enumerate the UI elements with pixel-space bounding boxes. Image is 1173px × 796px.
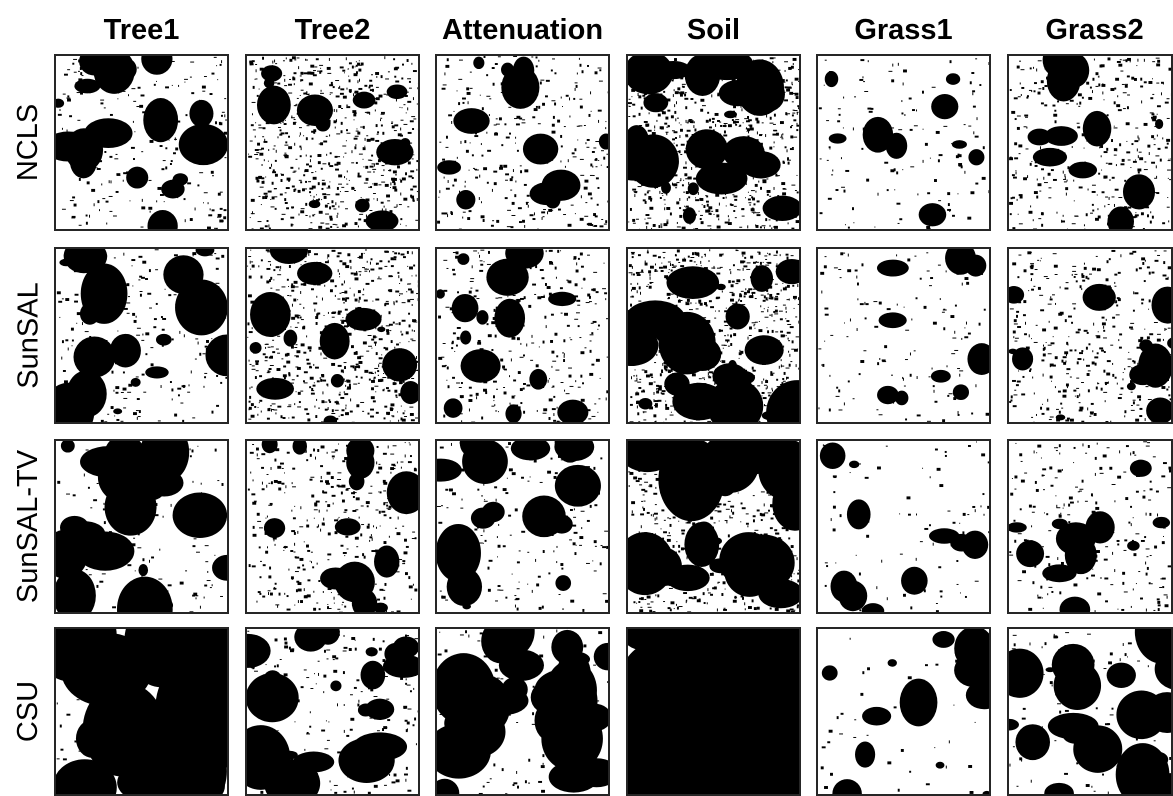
abundance-map-image <box>818 58 989 229</box>
row-label-sunsal: SunSAL <box>12 247 45 424</box>
panel-sunsal-tree2 <box>245 247 420 424</box>
panel-sunsal-tv-grass1 <box>816 439 991 614</box>
row-label-csu: CSU <box>12 627 45 796</box>
abundance-map-image <box>247 629 418 794</box>
panel-ncls-grass1 <box>816 54 991 231</box>
panel-sunsal-tv-grass2 <box>1007 439 1173 614</box>
panel-csu-tree1 <box>54 627 229 796</box>
abundance-map-image <box>820 629 989 794</box>
abundance-map-image <box>437 56 608 229</box>
panel-csu-grass1 <box>816 627 991 796</box>
panel-sunsal-tv-soil <box>626 439 801 614</box>
abundance-map-image <box>1009 249 1171 422</box>
column-title-tree2: Tree2 <box>294 14 371 46</box>
column-title-tree1: Tree1 <box>103 14 180 46</box>
panel-sunsal-grass2 <box>1007 247 1173 424</box>
panel-csu-tree2 <box>245 627 420 796</box>
abundance-map-image <box>56 249 227 422</box>
row-label-text: NCLS <box>12 103 45 182</box>
column-title-grass1: Grass1 <box>854 14 953 46</box>
abundance-map-image <box>1009 441 1171 612</box>
abundance-map-image <box>437 629 608 794</box>
row-label-text: CSU <box>12 680 45 743</box>
panel-sunsal-tv-attenuation <box>435 439 610 614</box>
abundance-map-image <box>56 441 227 612</box>
panel-ncls-soil <box>626 54 801 231</box>
abundance-map-image <box>1009 629 1171 794</box>
panel-csu-grass2 <box>1007 627 1173 796</box>
row-label-text: SunSAL <box>12 282 45 389</box>
abundance-map-image <box>818 249 989 422</box>
abundance-map-image <box>1009 56 1171 229</box>
panel-ncls-tree1 <box>54 54 229 231</box>
panel-sunsal-tree1 <box>54 247 229 424</box>
abundance-map-image <box>437 249 608 422</box>
abundance-map-image <box>819 441 989 612</box>
abundance-map-image <box>56 56 227 229</box>
abundance-map-image <box>248 56 418 229</box>
panel-sunsal-grass1 <box>816 247 991 424</box>
panel-sunsal-attenuation <box>435 247 610 424</box>
panel-csu-attenuation <box>435 627 610 796</box>
abundance-map-image <box>247 249 418 422</box>
abundance-map-image <box>247 441 418 612</box>
panel-sunsal-tv-tree1 <box>54 439 229 614</box>
abundance-map-image <box>628 629 799 794</box>
row-label-text: SunSAL-TV <box>12 449 45 604</box>
panel-sunsal-tv-tree2 <box>245 439 420 614</box>
panel-csu-soil <box>626 627 801 796</box>
panel-ncls-grass2 <box>1007 54 1173 231</box>
column-title-grass2: Grass2 <box>1045 14 1144 46</box>
row-label-ncls: NCLS <box>12 54 45 231</box>
abundance-map-image <box>628 56 799 229</box>
panel-sunsal-soil <box>626 247 801 424</box>
abundance-map-image <box>628 249 799 422</box>
abundance-map-image <box>56 629 227 794</box>
column-title-soil: Soil <box>686 14 741 46</box>
abundance-map-image <box>628 441 799 612</box>
panel-ncls-attenuation <box>435 54 610 231</box>
row-label-sunsal-tv: SunSAL-TV <box>12 439 45 614</box>
abundance-map-image <box>437 441 608 612</box>
panel-ncls-tree2 <box>245 54 420 231</box>
column-title-attenuation: Attenuation <box>441 14 604 46</box>
